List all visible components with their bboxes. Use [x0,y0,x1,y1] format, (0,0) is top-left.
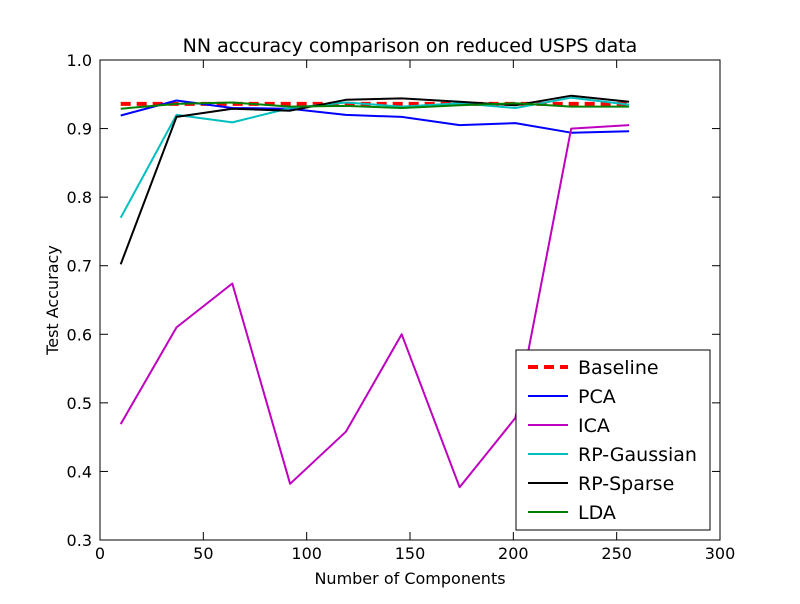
legend-box [515,349,711,531]
series-line-lda [120,101,630,110]
x-tick-label: 100 [291,544,322,563]
x-tick-label: 250 [601,544,632,563]
series-line-rp-gaussian [119,96,630,219]
legend-label: PCA [578,386,616,408]
y-tick-label: 0.5 [67,394,92,413]
series-line-rp-sparse [119,94,630,265]
y-tick-label: 1.0 [67,51,92,70]
series-layer [119,94,630,489]
series-line-pca [120,99,630,134]
y-tick-label: 0.6 [67,325,92,344]
x-tick-label: 200 [498,544,529,563]
legend-label: ICA [578,415,610,437]
x-tick-label: 50 [193,544,213,563]
legend: Baseline PCA ICA RP-Gaussian RP-Sparse LDA [515,349,711,531]
legend-label: LDA [578,502,616,524]
chart-title: NN accuracy comparison on reduced USPS d… [183,35,638,57]
y-tick-label: 0.4 [67,462,92,481]
y-tick-label: 0.7 [67,257,92,276]
legend-label: Baseline [578,357,659,379]
y-axis-label: Test Accuracy [43,245,62,356]
series-line-ica [119,124,630,489]
legend-label: RP-Gaussian [578,444,697,466]
x-tick-label: 150 [395,544,426,563]
x-axis-label: Number of Components [314,569,505,588]
ticks-layer: 0 50 100 150 200 250 300 0.3 0.4 0.5 0.6 0.7 0.8 0.9 1… [67,51,736,563]
x-tick-label: 0 [95,544,105,563]
y-tick-label: 0.3 [67,531,92,550]
x-tick-label: 300 [705,544,736,563]
legend-label: RP-Sparse [578,473,674,495]
y-tick-label: 0.9 [67,120,92,139]
y-tick-label: 0.8 [67,188,92,207]
